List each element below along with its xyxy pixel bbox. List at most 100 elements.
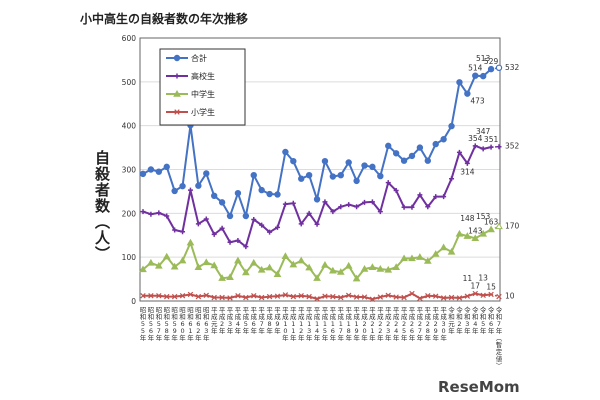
data-point xyxy=(195,221,201,227)
x-tick-label: 平成 9 年 xyxy=(274,306,281,335)
data-point xyxy=(464,160,470,166)
data-point xyxy=(329,173,337,180)
data-point xyxy=(187,187,193,193)
x-tick-label: 平成元年 xyxy=(211,306,218,335)
data-point xyxy=(274,293,281,299)
data-point xyxy=(401,204,407,210)
data-point xyxy=(203,170,210,177)
data-point xyxy=(369,296,376,302)
x-tick-label: 平成 2 3 年 xyxy=(385,306,392,342)
data-point xyxy=(187,291,194,298)
x-tick-label: 令和 5 年 xyxy=(480,305,487,335)
x-tick-label: 令和 6 年 xyxy=(488,305,495,335)
data-point xyxy=(401,294,407,301)
data-point xyxy=(210,192,218,199)
data-point xyxy=(449,176,455,182)
data-point xyxy=(306,210,312,216)
data-point xyxy=(290,200,296,206)
y-tick-label: 300 xyxy=(122,166,137,175)
data-point xyxy=(417,192,423,198)
data-point xyxy=(266,293,273,300)
legend-label: 小学生 xyxy=(191,107,215,117)
data-point xyxy=(202,258,211,266)
data-point xyxy=(186,238,195,246)
data-point xyxy=(306,293,312,300)
x-tick-label: 平成 3 年 xyxy=(227,306,234,335)
data-point xyxy=(488,291,494,298)
data-point xyxy=(281,252,290,259)
x-tick-label: 平成 2 2 年 xyxy=(377,306,384,342)
x-tick-label: 平成 1 7 年 xyxy=(338,306,345,342)
legend-marker xyxy=(174,109,180,115)
y-tick-label: 100 xyxy=(122,253,137,262)
data-point xyxy=(257,265,266,273)
data-label: 514 xyxy=(468,64,483,73)
data-label: 17 xyxy=(470,282,480,291)
x-tick-label: 平成 5 年 xyxy=(243,306,250,335)
data-point xyxy=(148,211,154,217)
data-point xyxy=(368,263,377,270)
data-label: 351 xyxy=(484,135,499,144)
data-point xyxy=(456,295,463,301)
data-point xyxy=(400,157,408,164)
data-point xyxy=(416,253,424,260)
data-point xyxy=(496,293,502,300)
data-point xyxy=(250,171,257,179)
data-point xyxy=(441,194,447,200)
data-label: 314 xyxy=(460,167,475,176)
data-point xyxy=(409,204,415,210)
data-point xyxy=(147,258,155,266)
y-tick-label: 400 xyxy=(122,122,137,131)
data-point xyxy=(376,265,385,272)
y-tick-label: 500 xyxy=(122,78,137,87)
data-point xyxy=(274,224,280,230)
x-tick-label: 令和元年 xyxy=(448,305,455,335)
data-point xyxy=(384,265,393,273)
data-point xyxy=(195,293,202,300)
data-point xyxy=(154,261,163,269)
x-tick-label: 昭和 5 7 年 xyxy=(156,306,163,342)
data-point xyxy=(385,292,391,299)
data-point xyxy=(472,143,478,149)
data-point xyxy=(488,144,494,150)
data-point xyxy=(456,149,462,155)
y-tick-label: 0 xyxy=(131,297,136,306)
data-point xyxy=(251,216,257,222)
x-tick-label: 平成 2 年 xyxy=(219,306,226,335)
data-point xyxy=(322,293,328,299)
data-point xyxy=(393,188,399,194)
data-point xyxy=(259,222,265,228)
data-point xyxy=(338,204,344,210)
data-point xyxy=(346,202,352,208)
x-tick-label: 昭和 6 3 年 xyxy=(203,306,210,342)
data-point xyxy=(235,293,241,299)
x-tick-label: 平成 1 0 年 xyxy=(282,306,289,342)
data-point xyxy=(147,166,155,173)
data-point xyxy=(496,144,502,150)
legend-label: 合計 xyxy=(191,53,207,63)
x-tick-label: 平成 8 年 xyxy=(266,306,273,335)
data-point xyxy=(464,293,471,299)
data-point xyxy=(218,274,226,281)
data-label: 170 xyxy=(505,221,520,230)
data-point xyxy=(344,261,353,269)
logo-text: ReseMom xyxy=(438,378,520,396)
x-tick-label: 昭和 6 1 年 xyxy=(187,306,194,342)
series-line xyxy=(142,228,492,281)
data-point xyxy=(242,212,250,220)
data-point xyxy=(440,295,447,301)
data-point xyxy=(218,199,226,206)
data-point xyxy=(314,296,320,302)
data-point xyxy=(362,199,368,205)
data-point xyxy=(290,293,297,300)
data-point xyxy=(266,190,273,198)
data-point xyxy=(227,295,233,301)
x-tick-label: 平成 7 年 xyxy=(258,306,265,335)
x-tick-label: 平成 2 4 年 xyxy=(393,306,400,342)
data-point xyxy=(226,273,234,281)
